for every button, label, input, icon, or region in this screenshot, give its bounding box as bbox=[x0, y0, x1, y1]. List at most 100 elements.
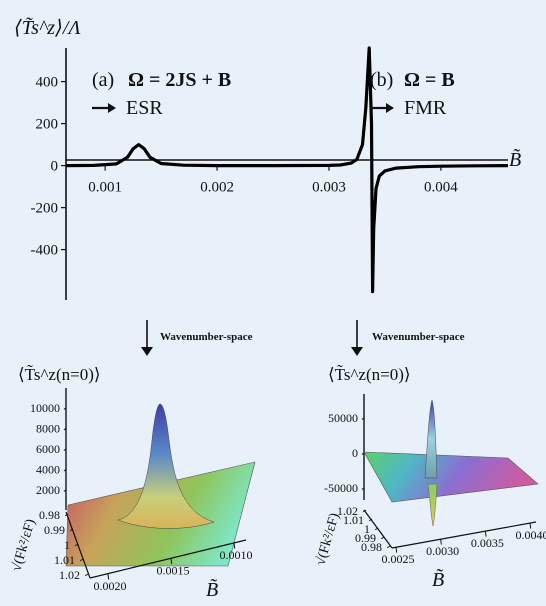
inset-left-z-tick-label: 4000 bbox=[36, 463, 60, 477]
inset-left-z-tick-label: 2000 bbox=[36, 483, 60, 497]
inset-right-x-tick-mark bbox=[484, 530, 487, 537]
inset-left-z-tick-mark bbox=[63, 469, 67, 472]
inset-right-x-tick-mark bbox=[529, 522, 532, 529]
inset-right-z-tick-mark bbox=[361, 487, 365, 490]
inset-left-z-tick-mark bbox=[63, 489, 67, 492]
equation-a: Ω = 2JS + B bbox=[128, 69, 231, 91]
inset-left-3d: ⟨T̃s^z(n=0)⟩ 10000 8000 6000 4000 2000 0.002… bbox=[9, 365, 256, 601]
inset-right-trough bbox=[427, 483, 438, 527]
inset-left-y-tick-label: 0.99 bbox=[44, 523, 65, 537]
inset-left-y-label: √(Fk²/εF) bbox=[9, 517, 38, 573]
inset-left-x-tick-label: 0.0020 bbox=[94, 579, 127, 593]
x-tick-label: 0.002 bbox=[200, 180, 234, 196]
equation-b: Ω = B bbox=[404, 69, 455, 91]
arrow-b bbox=[370, 103, 394, 113]
wavenumber-caption-left: Wavenumber-space bbox=[160, 331, 253, 343]
x-tick-label: 0.001 bbox=[88, 180, 122, 196]
inset-left-x-label: B̃ bbox=[206, 578, 218, 601]
inset-right-title: ⟨T̃s^z(n=0)⟩ bbox=[328, 365, 411, 384]
inset-right-y-tick-mark bbox=[362, 509, 367, 513]
y-tick-label: 400 bbox=[36, 75, 59, 91]
arrow-a bbox=[92, 103, 116, 113]
inset-right-peak bbox=[424, 399, 438, 479]
inset-left-y-axis bbox=[65, 511, 91, 579]
inset-right-z-tick-label: 50000 bbox=[328, 411, 358, 425]
inset-right-y-tick-mark bbox=[374, 527, 379, 531]
inset-left-y-tick-label: 0.98 bbox=[39, 508, 60, 522]
inset-left-x-tick-label: 0.0010 bbox=[220, 548, 253, 562]
inset-right-z-tick-mark bbox=[361, 417, 365, 420]
inset-right-y-label: √(Fk²/εF) bbox=[313, 511, 342, 567]
x-tick-label: 0.003 bbox=[312, 180, 346, 196]
inset-right-y-tick-label: 1 bbox=[364, 522, 370, 536]
inset-left-z-tick-label: 6000 bbox=[36, 442, 60, 456]
inset-left-z-tick-mark bbox=[63, 448, 67, 451]
inset-right-x-tick-mark bbox=[440, 538, 442, 545]
down-arrow-left bbox=[141, 320, 153, 356]
inset-right-x-axis bbox=[391, 521, 537, 549]
inset-left-y-tick-mark bbox=[74, 543, 79, 547]
esr-fmr-curve bbox=[65, 46, 509, 294]
y-ticks: 400 200 0 -200 -400 bbox=[31, 75, 66, 259]
inset-right-z-ticks: 50000 0 -50000 bbox=[324, 411, 365, 495]
x-tick-label: 0.004 bbox=[424, 180, 458, 196]
inset-left-y-tick-mark bbox=[64, 513, 69, 517]
inset-right-x-ticks: 0.0025 0.0030 0.0035 0.0040 bbox=[382, 522, 546, 566]
inset-left-y-tick-mark bbox=[79, 558, 84, 562]
inset-right-x-tick-label: 0.0035 bbox=[471, 536, 504, 550]
inset-right-z-tick-label: -50000 bbox=[324, 481, 358, 495]
wavenumber-caption-right: Wavenumber-space bbox=[372, 331, 465, 343]
inset-right-y-tick-mark bbox=[386, 545, 391, 549]
y-tick-label: 200 bbox=[36, 117, 59, 133]
inset-right-y-tick-label: 1.02 bbox=[337, 504, 358, 518]
inset-right-x-tick-label: 0.0040 bbox=[516, 528, 546, 542]
inset-right-x-tick-label: 0.0025 bbox=[382, 552, 415, 566]
y-axis-label: ⟨T̃s^z⟩/Λ bbox=[14, 16, 81, 39]
inset-left-x-tick-mark bbox=[233, 542, 236, 549]
x-axis-label: B̃ bbox=[509, 148, 521, 171]
y-tick-label: 0 bbox=[51, 159, 59, 175]
label-a: (a) bbox=[92, 69, 114, 91]
inset-left-y-tick-label: 1 bbox=[64, 538, 70, 552]
x-ticks: 0.001 0.002 0.003 0.004 bbox=[88, 165, 458, 196]
inset-right-x-tick-label: 0.0030 bbox=[426, 544, 459, 558]
down-arrow-right bbox=[351, 320, 363, 356]
inset-right-y-axis bbox=[363, 509, 393, 549]
inset-left-z-tick-label: 8000 bbox=[36, 422, 60, 436]
inset-right-y-tick-mark bbox=[368, 518, 373, 522]
inset-right-y-tick-mark bbox=[380, 536, 385, 540]
inset-left-z-tick-label: 10000 bbox=[30, 401, 60, 415]
esr-label: ESR bbox=[126, 97, 163, 119]
inset-left-title: ⟨T̃s^z(n=0)⟩ bbox=[18, 365, 101, 384]
inset-right-surface bbox=[363, 451, 539, 503]
inset-right-y-tick-label: 0.98 bbox=[361, 540, 382, 554]
inset-left-x-tick-mark bbox=[107, 573, 110, 580]
inset-left-y-tick-mark bbox=[84, 573, 89, 577]
inset-right-y-tick-label: 0.99 bbox=[355, 531, 376, 545]
inset-left-x-ticks: 0.0020 0.0015 0.0010 bbox=[94, 542, 253, 593]
inset-left-x-tick-label: 0.0015 bbox=[157, 564, 190, 578]
inset-left-peak bbox=[117, 403, 215, 529]
fmr-label: FMR bbox=[404, 97, 447, 119]
inset-right-z-tick-label: 0 bbox=[352, 446, 358, 460]
inset-right-y-tick-label: 1.01 bbox=[343, 513, 364, 527]
inset-left-x-axis bbox=[89, 539, 247, 579]
inset-left-y-tick-label: 1.01 bbox=[54, 553, 75, 567]
inset-left-y-tick-label: 1.02 bbox=[59, 568, 80, 582]
inset-left-z-tick-mark bbox=[63, 407, 67, 410]
inset-right-x-label: B̃ bbox=[432, 568, 444, 591]
inset-right-z-tick-mark bbox=[361, 452, 365, 455]
inset-left-y-tick-mark bbox=[69, 528, 74, 532]
inset-left-z-ticks: 10000 8000 6000 4000 2000 bbox=[30, 401, 67, 497]
inset-left-z-tick-mark bbox=[63, 428, 67, 431]
inset-left-x-tick-mark bbox=[170, 558, 173, 565]
inset-right-x-tick-mark bbox=[395, 546, 398, 553]
y-tick-label: -400 bbox=[31, 243, 59, 259]
y-tick-label: -200 bbox=[31, 201, 59, 217]
label-b: (b) bbox=[370, 69, 393, 91]
